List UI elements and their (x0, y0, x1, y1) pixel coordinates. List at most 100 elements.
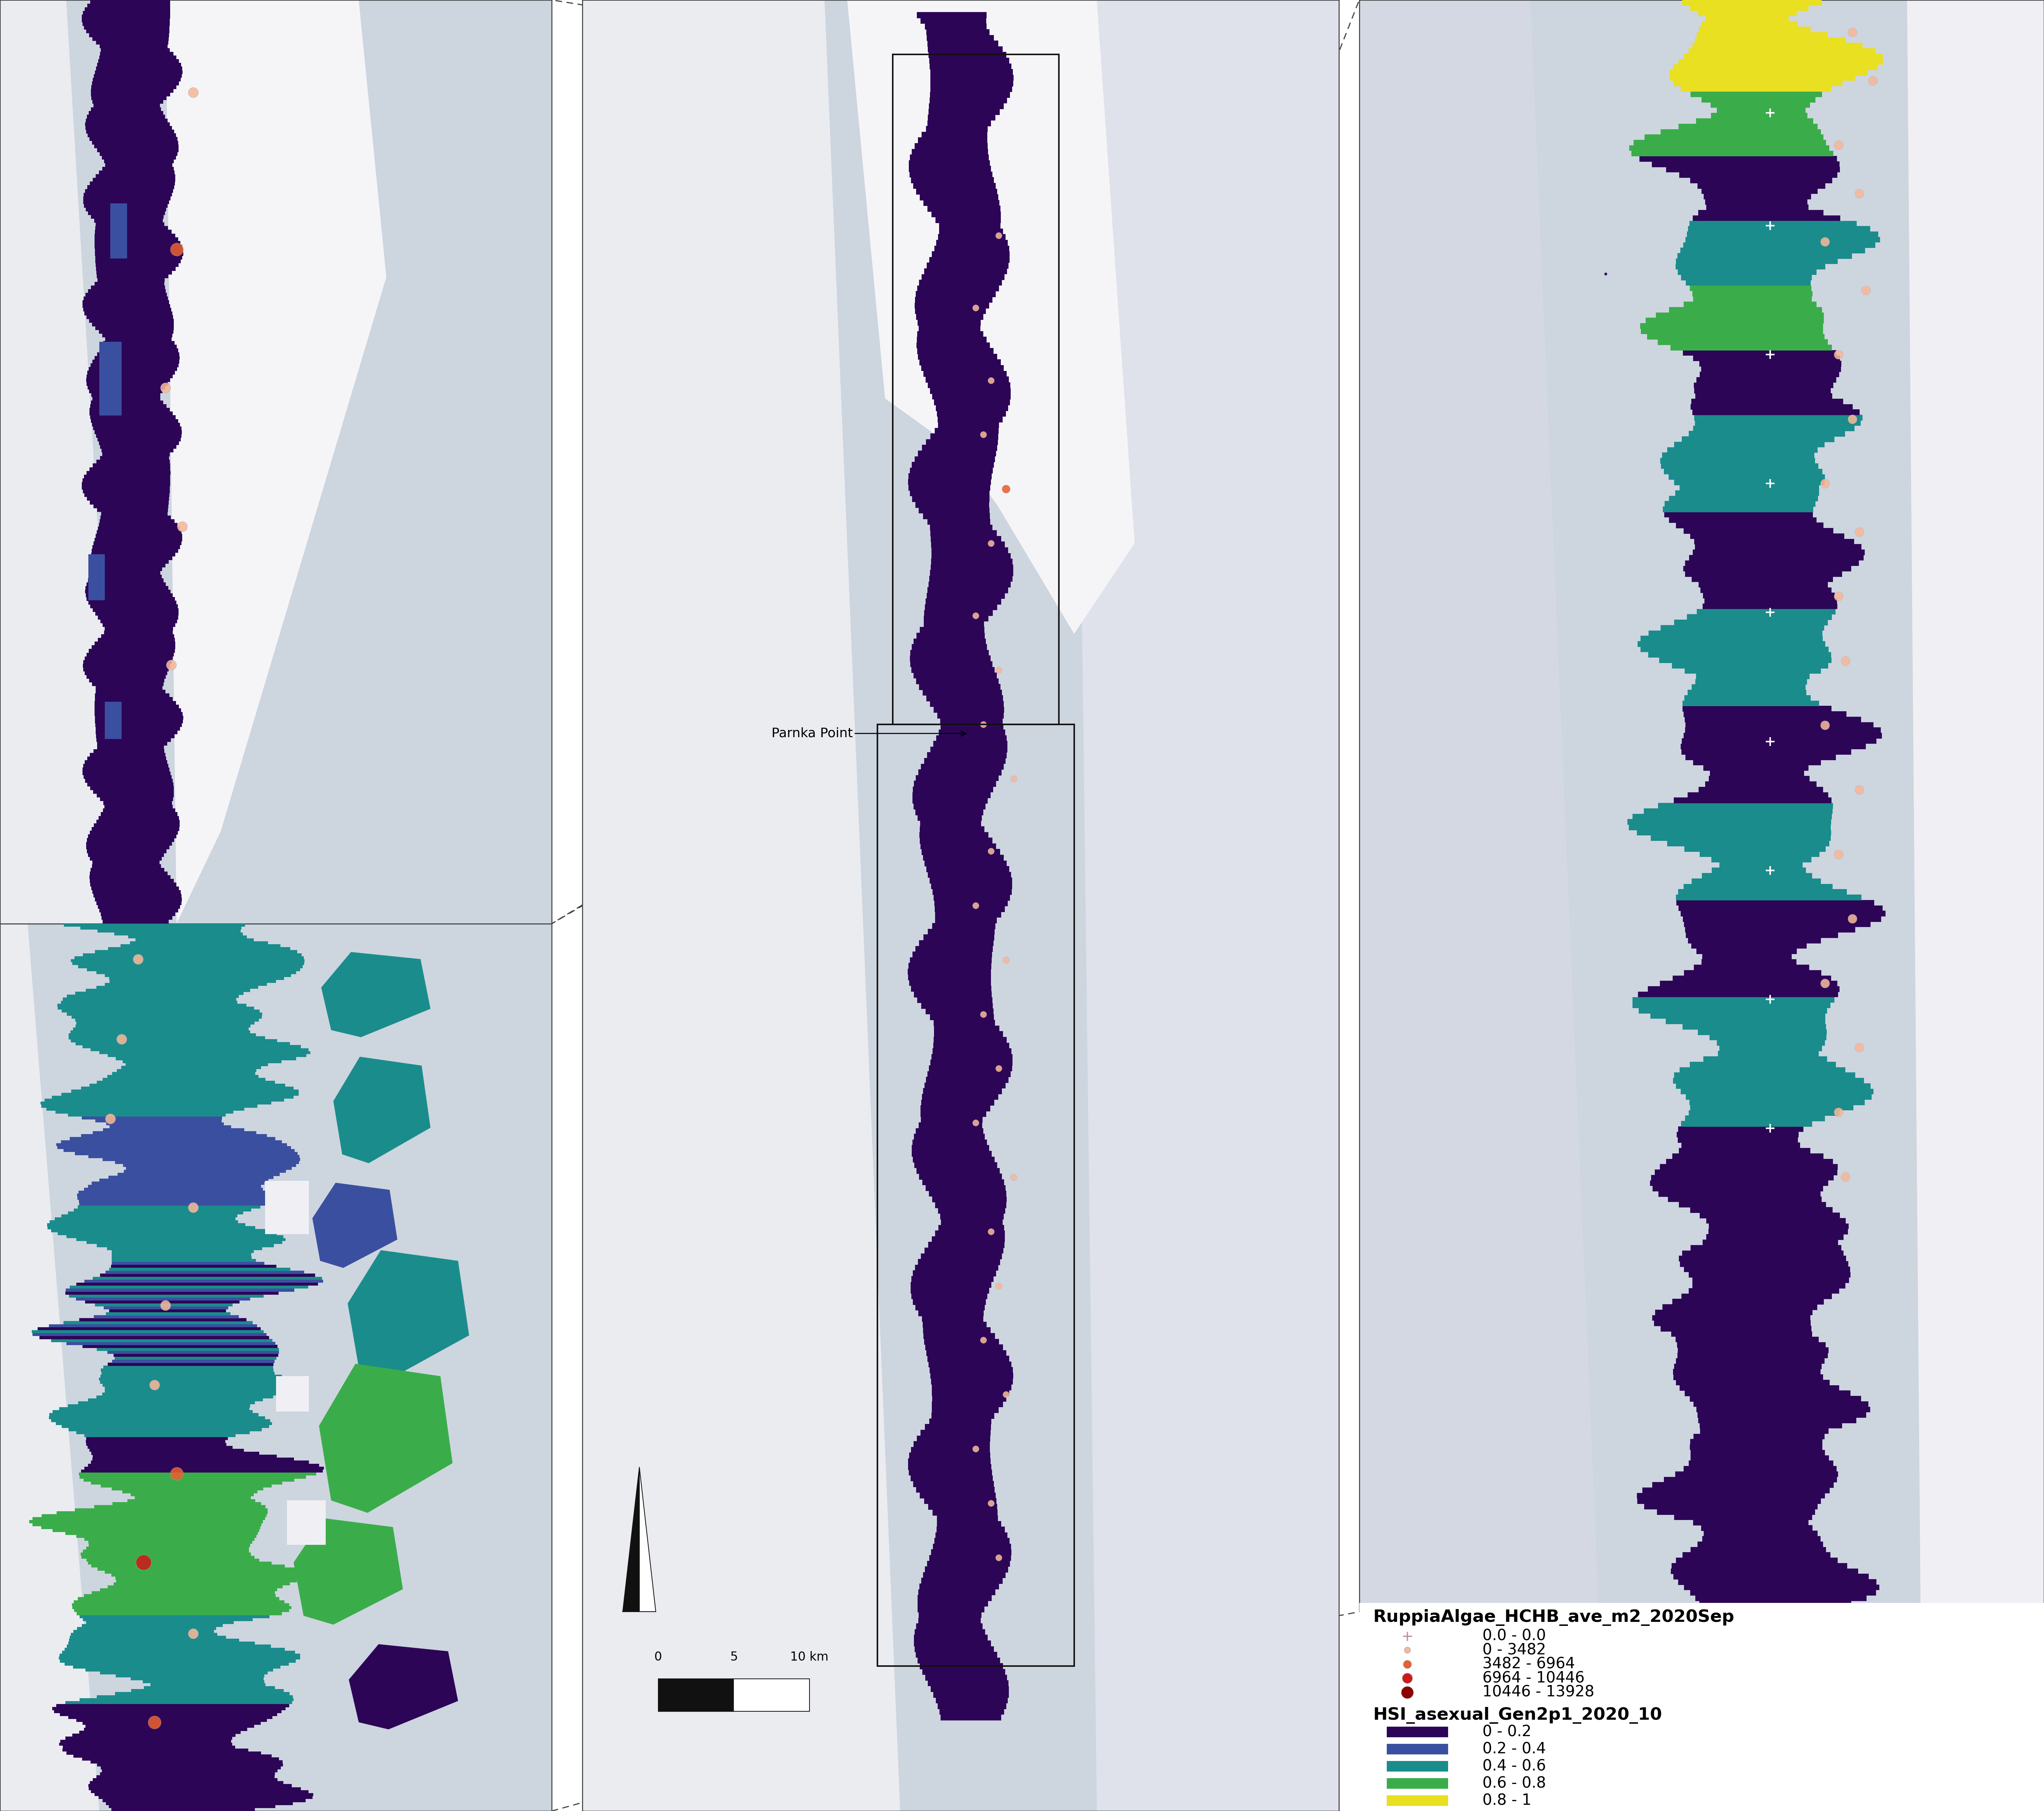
Polygon shape (114, 1356, 276, 1360)
Polygon shape (92, 85, 176, 89)
Polygon shape (94, 503, 168, 509)
Polygon shape (55, 1217, 235, 1221)
Polygon shape (918, 1657, 1000, 1664)
Point (1823, 340, 1856, 369)
Point (1809, 469, 1842, 498)
Polygon shape (1678, 270, 1817, 275)
Point (1754, 857, 1786, 886)
Polygon shape (920, 1105, 989, 1112)
Polygon shape (88, 185, 174, 188)
Polygon shape (926, 599, 1002, 605)
Polygon shape (102, 916, 172, 920)
Polygon shape (934, 741, 1008, 746)
Polygon shape (1633, 1003, 1829, 1009)
Polygon shape (88, 1787, 300, 1791)
Polygon shape (1688, 690, 1807, 695)
Polygon shape (1692, 1519, 1809, 1525)
Point (176, 1193, 208, 1222)
Polygon shape (1684, 1585, 1878, 1590)
Polygon shape (76, 1297, 249, 1300)
Polygon shape (96, 223, 164, 226)
Polygon shape (934, 1043, 1010, 1049)
Polygon shape (96, 266, 176, 272)
Polygon shape (1674, 1574, 1868, 1579)
Polygon shape (1703, 1606, 1831, 1612)
Polygon shape (1678, 889, 1848, 895)
Polygon shape (1709, 771, 1805, 777)
Polygon shape (98, 637, 176, 641)
Polygon shape (1645, 134, 1823, 139)
Polygon shape (1656, 1309, 1813, 1315)
Polygon shape (117, 1675, 264, 1677)
Polygon shape (106, 1248, 262, 1250)
Polygon shape (86, 130, 174, 134)
Polygon shape (98, 330, 174, 333)
Polygon shape (908, 1463, 991, 1471)
Polygon shape (910, 661, 993, 666)
Polygon shape (92, 36, 168, 42)
Polygon shape (104, 340, 174, 344)
Polygon shape (90, 831, 178, 835)
Polygon shape (1684, 846, 1825, 851)
Polygon shape (96, 902, 182, 906)
Polygon shape (1674, 442, 1825, 447)
Polygon shape (930, 878, 1012, 884)
Polygon shape (918, 331, 983, 337)
Polygon shape (100, 348, 178, 353)
Polygon shape (910, 958, 991, 963)
Polygon shape (76, 992, 243, 994)
Polygon shape (1676, 1358, 1825, 1364)
Polygon shape (74, 956, 305, 960)
Polygon shape (29, 1519, 264, 1523)
Polygon shape (926, 1351, 1006, 1356)
Polygon shape (112, 1355, 278, 1356)
Polygon shape (920, 279, 1002, 286)
Polygon shape (96, 1775, 274, 1778)
Polygon shape (94, 708, 182, 712)
Polygon shape (84, 192, 172, 197)
Polygon shape (1684, 1266, 1850, 1271)
Polygon shape (108, 1175, 274, 1179)
Polygon shape (100, 619, 178, 623)
Point (997, 764, 1030, 793)
Polygon shape (131, 1677, 264, 1681)
Polygon shape (1643, 1503, 1817, 1509)
Polygon shape (930, 536, 1002, 541)
Polygon shape (96, 726, 180, 730)
Polygon shape (1699, 371, 1840, 377)
Polygon shape (934, 1538, 1010, 1545)
Polygon shape (94, 538, 182, 541)
Polygon shape (1699, 210, 1823, 216)
Polygon shape (84, 205, 168, 208)
Polygon shape (90, 319, 174, 322)
Point (121, 945, 153, 974)
Polygon shape (934, 918, 997, 924)
Polygon shape (1684, 1116, 1825, 1121)
Polygon shape (924, 605, 997, 610)
Polygon shape (930, 1059, 1012, 1065)
Polygon shape (1627, 819, 1831, 824)
Polygon shape (86, 378, 170, 382)
Polygon shape (924, 616, 989, 621)
Polygon shape (100, 152, 178, 156)
Polygon shape (928, 109, 1000, 114)
Polygon shape (104, 1306, 229, 1309)
Polygon shape (1678, 1148, 1811, 1154)
Polygon shape (37, 1327, 262, 1331)
Point (166, 513, 198, 541)
Polygon shape (104, 804, 172, 810)
Polygon shape (1670, 518, 1817, 523)
Polygon shape (1662, 464, 1819, 469)
Bar (104, 703, 121, 739)
Polygon shape (920, 820, 981, 826)
Polygon shape (1647, 333, 1825, 340)
Polygon shape (102, 634, 174, 637)
Polygon shape (84, 1728, 247, 1731)
Polygon shape (96, 1347, 278, 1351)
Polygon shape (1666, 1018, 1825, 1025)
Polygon shape (88, 1541, 251, 1545)
Polygon shape (100, 811, 178, 817)
Polygon shape (1676, 523, 1823, 529)
Polygon shape (908, 473, 991, 480)
Polygon shape (1678, 1353, 1827, 1358)
